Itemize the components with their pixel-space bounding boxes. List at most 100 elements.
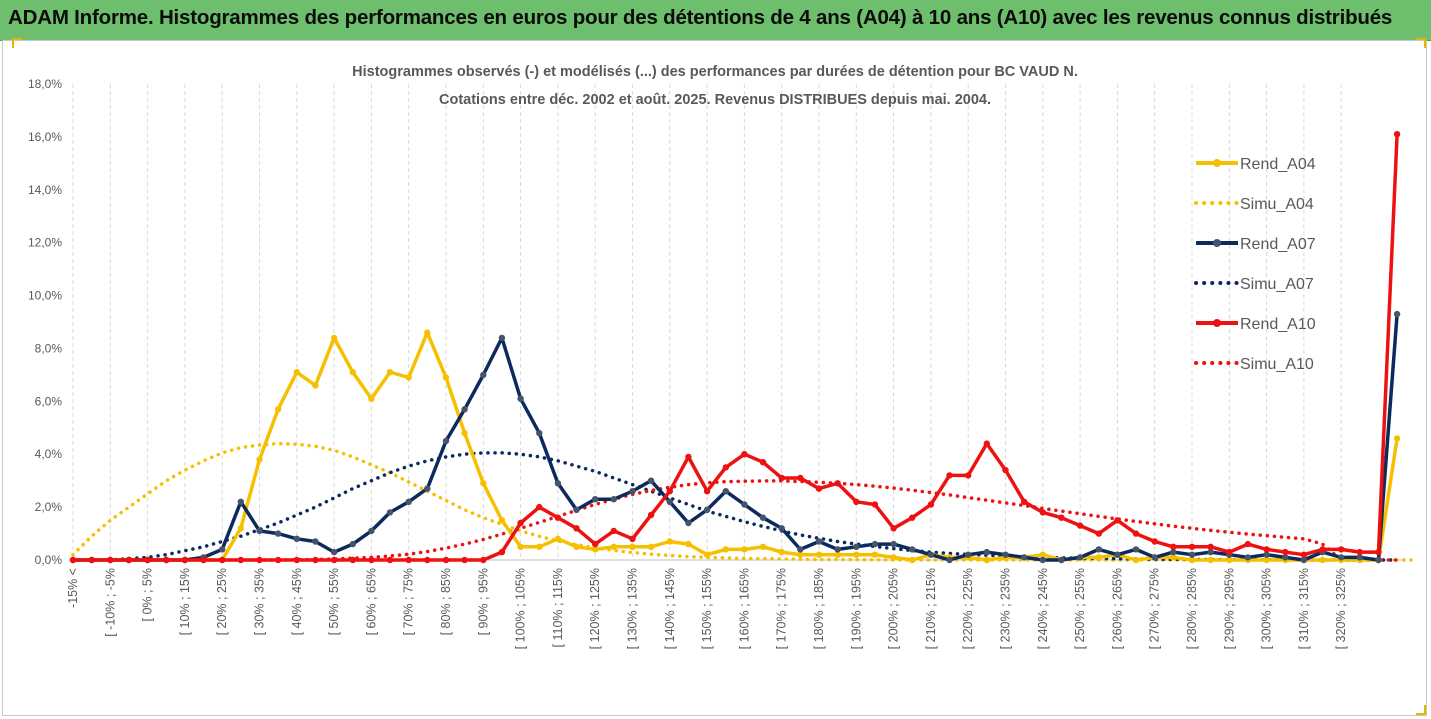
data-point-rend-a07: [759, 514, 767, 521]
x-tick-label: [ 20% ; 25%: [215, 568, 229, 635]
x-tick-label: [ 300% ; 305%: [1260, 568, 1274, 649]
data-point-rend-a04: [610, 543, 617, 550]
data-point-rend-a10: [88, 556, 95, 564]
data-point-rend-a04: [237, 525, 244, 532]
data-point-rend-a10: [666, 488, 673, 495]
data-point-rend-a07: [424, 485, 431, 492]
data-point-rend-a10: [722, 464, 729, 471]
legend-item-simu-a04[interactable]: Simu_A04: [1194, 196, 1314, 213]
legend-label-simu-a10: Simu_A10: [1240, 356, 1314, 373]
data-point-rend-a07: [1132, 546, 1140, 553]
data-point-rend-a07: [1263, 551, 1270, 558]
legend-item-simu-a10[interactable]: Simu_A10: [1194, 356, 1314, 373]
x-tick-label: -15% <: [66, 568, 80, 608]
x-tick-label: [ 250% ; 255%: [1073, 568, 1087, 649]
data-point-rend-a07: [703, 506, 711, 513]
legend-item-rend-a07[interactable]: Rend_A07: [1196, 236, 1316, 253]
data-point-rend-a10: [498, 548, 506, 556]
y-axis-ticks: 0,0% 2,0% 4,0% 6,0% 8,0% 10,0% 12,0% 14,0% 16,0%…: [28, 77, 62, 567]
data-point-rend-a10: [703, 488, 711, 495]
data-point-rend-a04: [815, 551, 823, 558]
legend-item-simu-a07[interactable]: Simu_A07: [1194, 276, 1314, 293]
y-tick-label: 10,0%: [28, 289, 62, 303]
data-point-rend-a10: [1319, 546, 1326, 553]
data-point-rend-a10: [983, 440, 990, 447]
data-point-rend-a07: [554, 480, 562, 487]
data-point-rend-a07: [1076, 554, 1084, 561]
data-point-rend-a10: [517, 519, 524, 527]
x-tick-label: [ 160% ; 165%: [737, 568, 751, 649]
data-point-rend-a10: [1058, 514, 1065, 521]
data-point-rend-a07: [1282, 554, 1289, 561]
data-point-rend-a04: [573, 543, 580, 550]
data-point-rend-a04: [685, 540, 692, 548]
data-point-rend-a04: [274, 406, 282, 413]
data-point-rend-a04: [1207, 556, 1214, 564]
x-tick-label: [ 140% ; 145%: [663, 568, 677, 649]
x-tick-label: [ 80% ; 85%: [439, 568, 453, 635]
x-tick-label: [ 170% ; 175%: [775, 568, 789, 649]
data-point-rend-a04: [871, 551, 879, 558]
x-tick-label: [ -10% ; -5%: [103, 568, 117, 637]
data-point-rend-a10: [1226, 548, 1233, 556]
data-point-rend-a10: [107, 556, 114, 564]
legend-label-rend-a07: Rend_A07: [1240, 236, 1316, 253]
data-point-rend-a04: [1226, 556, 1233, 564]
data-point-rend-a04: [330, 334, 338, 342]
y-tick-label: 8,0%: [35, 341, 63, 355]
data-point-rend-a10: [330, 556, 338, 564]
data-point-rend-a04: [293, 369, 300, 376]
data-point-rend-a07: [871, 540, 879, 548]
data-point-rend-a10: [125, 556, 133, 564]
grid: [72, 84, 1404, 561]
data-point-rend-a04: [1039, 551, 1047, 558]
data-point-rend-a10: [1263, 546, 1270, 553]
resize-handle-bottom-right[interactable]: [1416, 705, 1426, 715]
data-point-rend-a10: [909, 514, 916, 521]
data-point-rend-a07: [1300, 556, 1308, 564]
report-banner: ADAM Informe. Histogrammes des performan…: [0, 0, 1431, 41]
data-point-rend-a10: [965, 472, 972, 479]
data-point-rend-a04: [759, 543, 767, 550]
legend-item-rend-a10[interactable]: Rend_A10: [1196, 316, 1316, 333]
data-point-rend-a10: [1095, 530, 1103, 537]
data-point-rend-a07: [498, 334, 506, 342]
data-point-rend-a04: [983, 556, 990, 564]
data-point-rend-a04: [797, 551, 804, 558]
x-tick-label: [ 240% ; 245%: [1036, 568, 1050, 649]
data-point-rend-a04: [1319, 556, 1326, 564]
data-point-rend-a07: [480, 371, 487, 379]
data-point-rend-a04: [890, 554, 897, 561]
legend-marker-rend-a07: [1213, 239, 1221, 247]
data-point-rend-a10: [1002, 466, 1009, 474]
data-point-rend-a10: [815, 485, 823, 492]
data-point-rend-a04: [629, 543, 636, 550]
data-point-rend-a10: [368, 556, 375, 564]
resize-handle-top-left[interactable]: [12, 38, 22, 48]
x-tick-label: [ 40% ; 45%: [290, 568, 304, 635]
data-point-rend-a04: [1263, 556, 1270, 564]
data-point-rend-a07: [1375, 556, 1382, 564]
x-tick-label: [ 120% ; 125%: [588, 568, 602, 649]
data-point-rend-a04: [480, 480, 487, 487]
legend-marker-rend-a04: [1213, 159, 1221, 167]
data-point-rend-a04: [1132, 556, 1140, 564]
x-tick-label: [ 110% ; 115%: [551, 568, 565, 647]
data-point-rend-a07: [1151, 554, 1158, 561]
legend-item-rend-a04[interactable]: Rend_A04: [1196, 156, 1316, 173]
data-point-rend-a07: [1188, 551, 1196, 558]
data-point-rend-a07: [983, 548, 990, 556]
x-tick-label: [ 210% ; 215%: [924, 568, 938, 649]
resize-handle-top-right[interactable]: [1416, 38, 1426, 48]
data-point-rend-a07: [666, 498, 673, 505]
data-point-rend-a07: [1356, 554, 1364, 561]
x-tick-label: [ 100% ; 105%: [514, 568, 528, 649]
data-point-rend-a07: [256, 527, 263, 535]
data-point-rend-a10: [741, 451, 748, 458]
data-point-rend-a04: [647, 543, 655, 550]
data-point-rend-a10: [573, 525, 580, 532]
data-point-rend-a10: [237, 556, 244, 564]
data-point-rend-a10: [1114, 517, 1121, 524]
data-point-rend-a10: [778, 474, 785, 482]
data-point-rend-a07: [349, 540, 356, 548]
